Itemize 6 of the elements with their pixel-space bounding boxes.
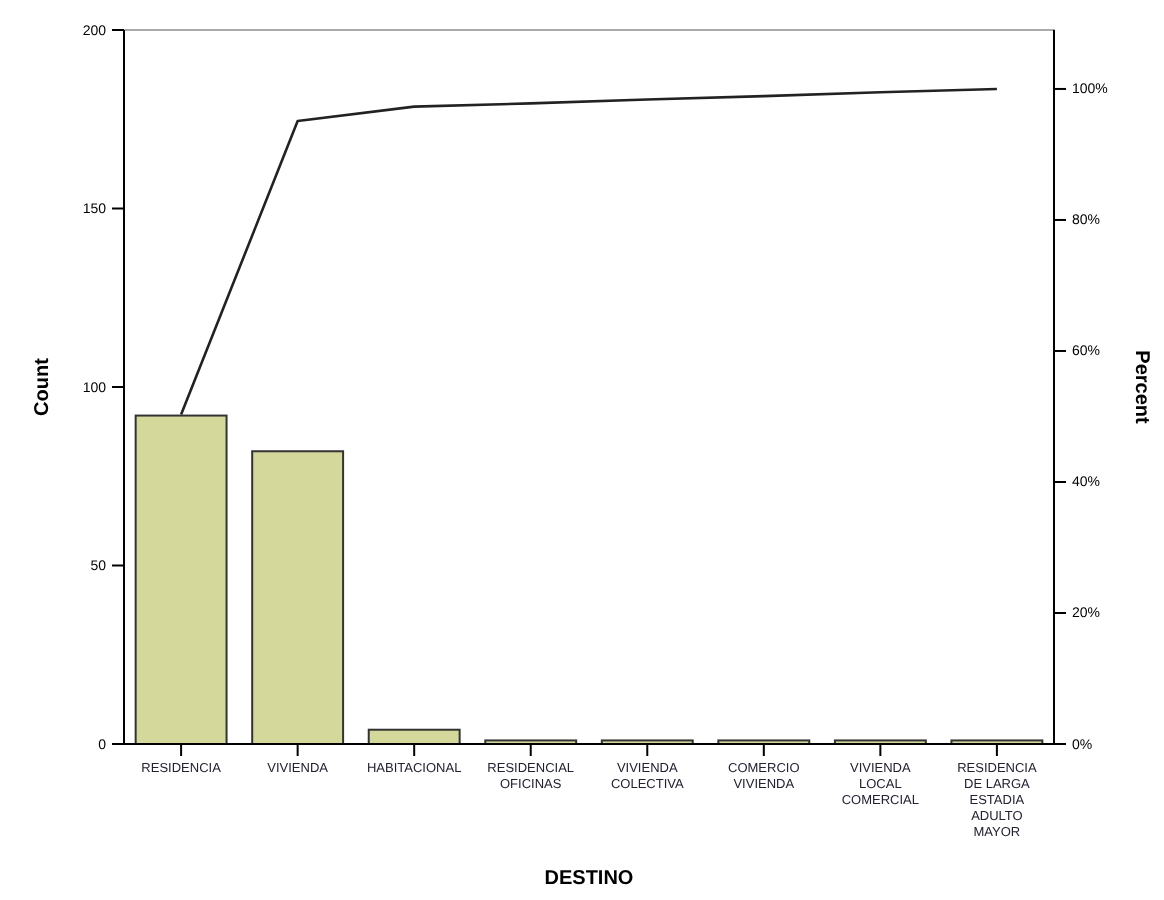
x-axis-title: DESTINO <box>544 868 634 890</box>
y-axis-title: Count <box>32 356 54 416</box>
y2-axis-title: Percent <box>1130 350 1152 426</box>
bar <box>134 414 228 745</box>
bar <box>251 450 345 745</box>
line-series <box>179 87 999 416</box>
